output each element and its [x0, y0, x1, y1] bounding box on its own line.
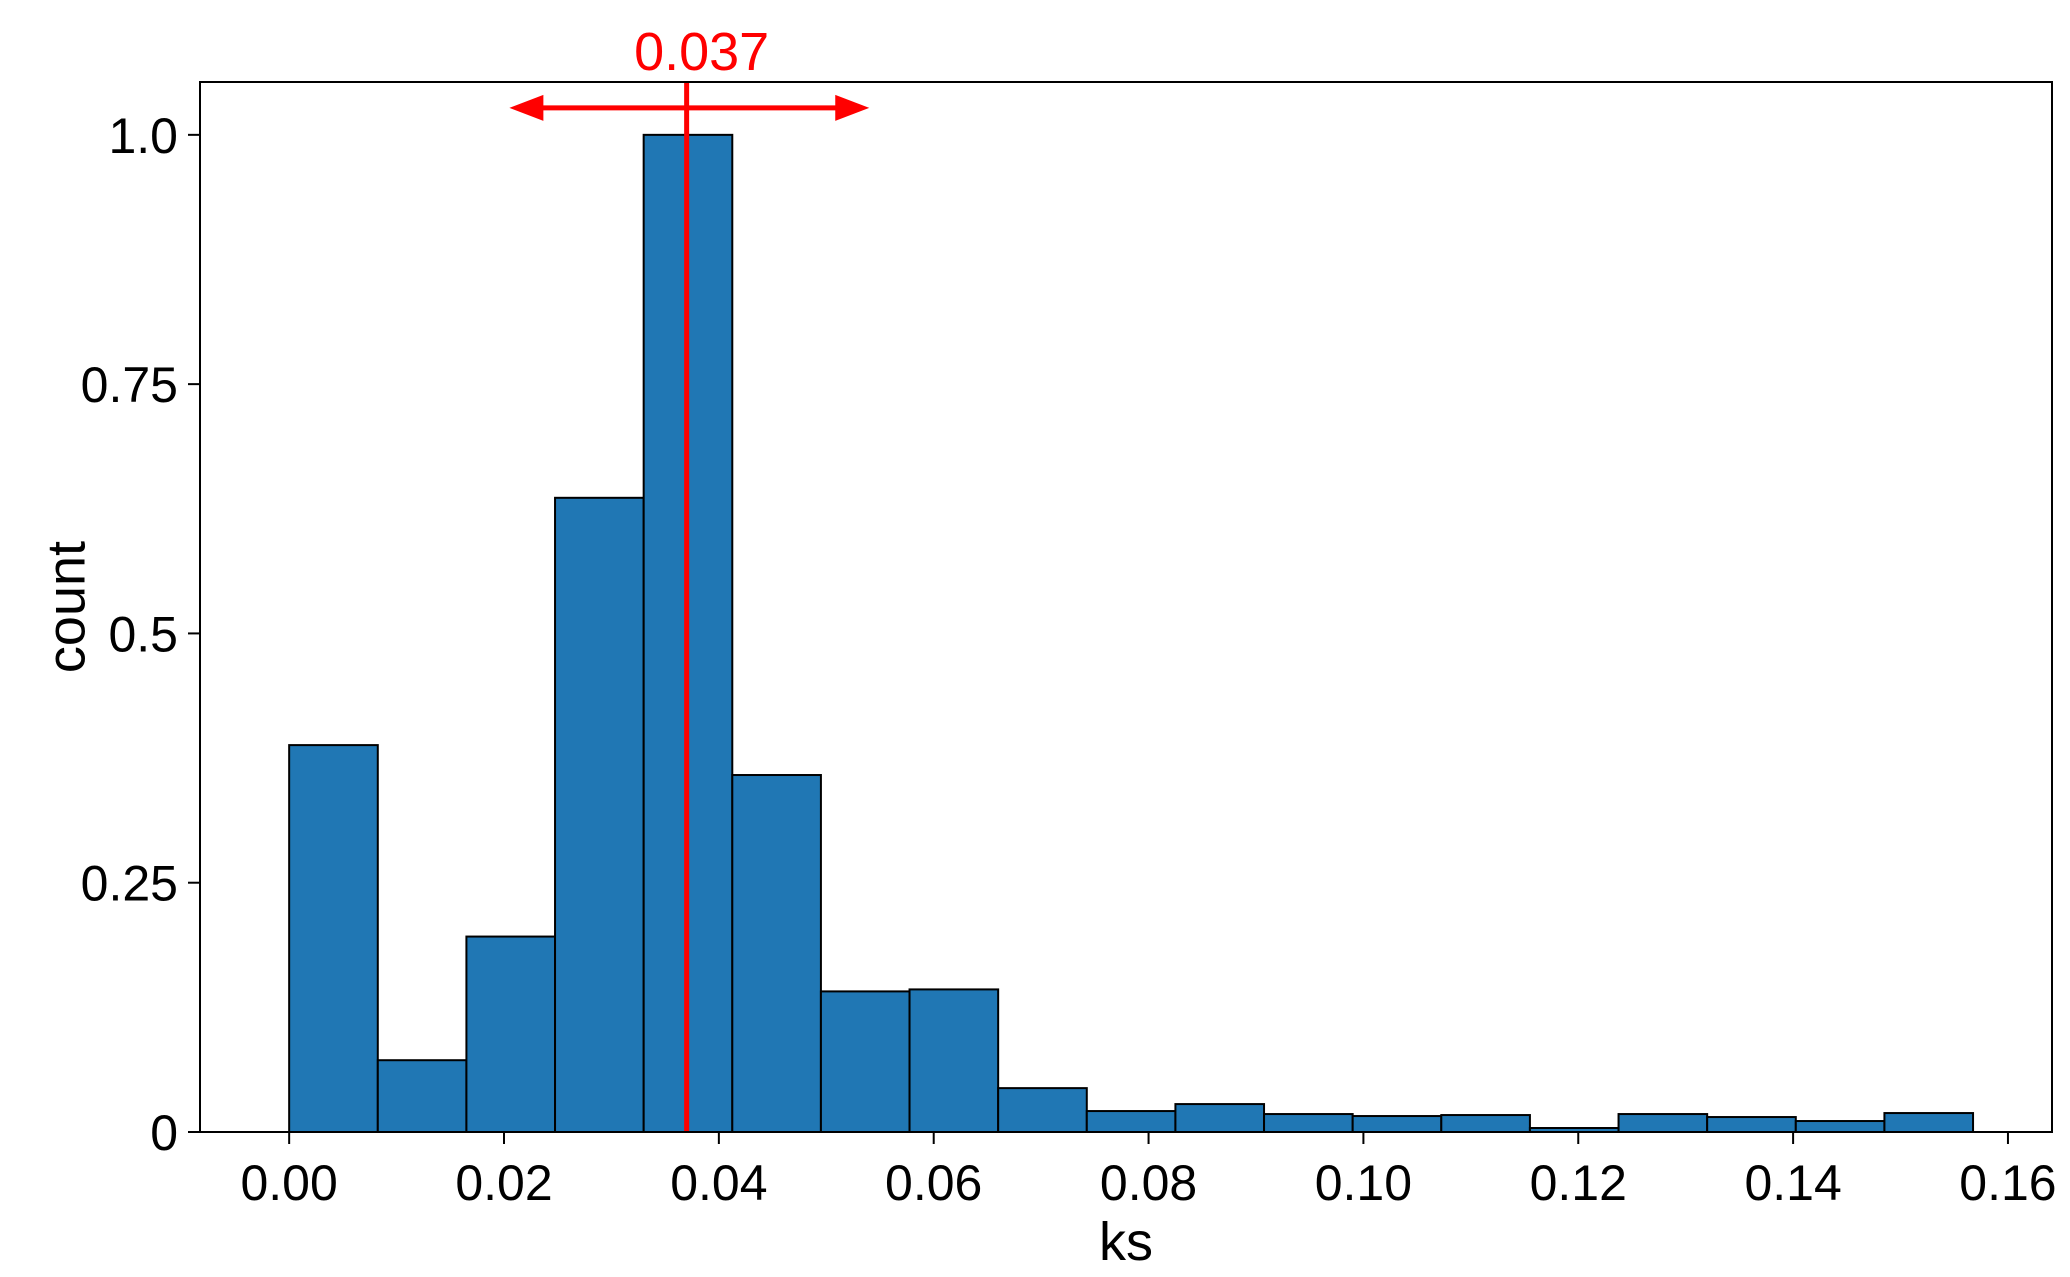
x-axis-title: ks — [1099, 1212, 1153, 1272]
histogram-bar — [1706, 1116, 1797, 1133]
bars-layer — [288, 133, 1975, 1134]
annotation-layer: 0.037 — [509, 22, 870, 1132]
y-axis-title: count — [36, 541, 96, 673]
histogram-bar — [819, 990, 911, 1134]
x-tick-label: 0.00 — [240, 1155, 337, 1211]
x-axis-ticks: 0.00 0.02 0.04 0.06 0.08 0.10 0.12 0.14 0.16 — [240, 1132, 2057, 1211]
y-tick-label: 1.0 — [108, 108, 178, 164]
histogram-bar — [731, 774, 822, 1134]
x-tick-label: 0.16 — [1959, 1155, 2056, 1211]
x-tick-label: 0.14 — [1744, 1155, 1841, 1211]
y-tick-label: 0 — [150, 1105, 178, 1161]
mean-annotation-label: 0.037 — [634, 22, 769, 82]
histogram-bar — [1174, 1103, 1266, 1133]
histogram-bar — [1883, 1112, 1975, 1133]
histogram-bar — [1617, 1113, 1709, 1133]
y-tick-label: 0.75 — [81, 357, 178, 413]
y-tick-label: 0.25 — [81, 856, 178, 912]
x-tick-label: 0.02 — [455, 1155, 552, 1211]
y-tick-label: 0.5 — [108, 606, 178, 662]
histogram-bar — [465, 935, 557, 1133]
histogram-bar — [997, 1087, 1088, 1134]
histogram-bar — [376, 1059, 468, 1133]
range-arrow-right-head — [835, 94, 870, 121]
histogram-bar — [1351, 1115, 1443, 1133]
x-tick-label: 0.08 — [1100, 1155, 1197, 1211]
x-tick-label: 0.04 — [670, 1155, 767, 1211]
histogram-bar — [1085, 1110, 1177, 1133]
histogram-bar — [288, 744, 379, 1133]
histogram-bar — [554, 496, 645, 1133]
range-arrow-left-head — [509, 94, 544, 121]
plot-frame — [199, 81, 2053, 1133]
histogram-bar — [908, 988, 1000, 1133]
x-tick-label: 0.10 — [1315, 1155, 1412, 1211]
histogram-bar — [1263, 1113, 1354, 1133]
y-axis-ticks: 0 0.25 0.5 0.75 1.0 — [81, 108, 200, 1161]
histogram-bar — [1794, 1120, 1886, 1134]
x-tick-label: 0.12 — [1530, 1155, 1627, 1211]
x-tick-label: 0.06 — [885, 1155, 982, 1211]
histogram-bar — [1440, 1114, 1531, 1134]
